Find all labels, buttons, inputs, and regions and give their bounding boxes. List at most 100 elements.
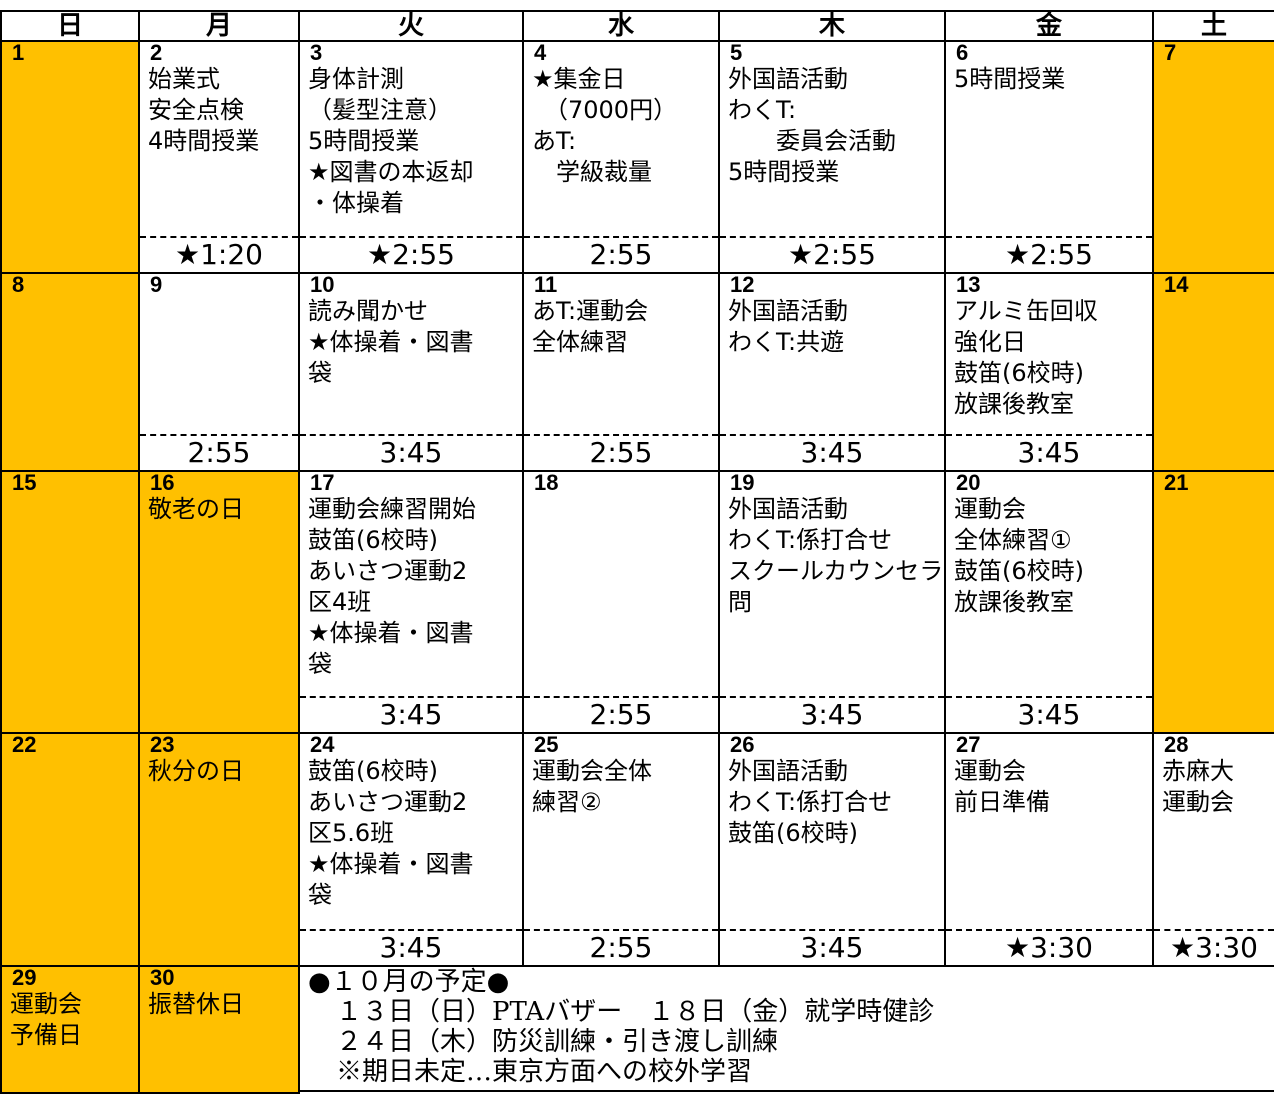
weekday-header: 火	[298, 10, 524, 42]
cell-text: 運動会全体	[532, 757, 652, 785]
cell-text: （7000円）	[532, 96, 678, 124]
day-number: 16	[150, 470, 175, 495]
cell-text: ・体操着	[308, 189, 404, 217]
weekday-header: 金	[944, 10, 1154, 42]
day-cell: 20 運動会 全体練習① 鼓笛(6校時) 放課後教室 3:45	[944, 470, 1154, 734]
cell-text: 5時間授業	[954, 65, 1066, 93]
dismissal-time: ★2:55	[788, 238, 876, 271]
dismissal-time: 3:45	[800, 931, 864, 964]
day-number: 5	[730, 40, 743, 65]
day-number: 3	[310, 40, 323, 65]
day-number: 1	[12, 40, 25, 65]
cell-text: 放課後教室	[954, 588, 1074, 616]
cell-text: 問	[728, 588, 752, 616]
day-number: 7	[1164, 40, 1177, 65]
day-number: 25	[534, 732, 559, 757]
cell-text: 予備日	[10, 1021, 82, 1049]
cell-text: 読み聞かせ	[308, 297, 428, 325]
cell-text: 外国語活動	[728, 495, 848, 523]
day-number: 23	[150, 732, 175, 757]
day-cell: 12 外国語活動 わくT:共遊 3:45	[718, 272, 946, 472]
cell-text: 身体計測	[308, 65, 404, 93]
notes-title: ●１０月の予定●	[308, 967, 510, 997]
day-cell: 22	[0, 732, 140, 967]
cell-text: ★体操着・図書	[308, 328, 474, 356]
day-cell: 23 秋分の日	[138, 732, 300, 967]
dashed-rule	[524, 434, 718, 436]
cell-text: 袋	[308, 881, 332, 909]
dismissal-time: 3:45	[800, 436, 864, 469]
day-number: 22	[12, 732, 37, 757]
cell-text: 鼓笛(6校時)	[954, 557, 1084, 585]
day-cell: 11 あT:運動会 全体練習 2:55	[522, 272, 720, 472]
day-cell: 17 運動会練習開始 鼓笛(6校時) あいさつ運動2 区4班 ★体操着・図書袋 3:45	[298, 470, 524, 734]
dashed-rule	[946, 696, 1152, 698]
day-number: 21	[1164, 470, 1189, 495]
day-cell: 4 ★集金日 （7000円） あT: 学級裁量 2:55	[522, 40, 720, 274]
cell-text: 鼓笛(6校時)	[728, 819, 858, 847]
dismissal-time: ★3:30	[1170, 931, 1258, 964]
day-cell: 29 運動会 予備日	[0, 965, 140, 1094]
dismissal-time: 2:55	[589, 931, 653, 964]
day-cell: 3 身体計測 （髪型注意） 5時間授業 ★図書の本返却 ・体操着 ★2:55	[298, 40, 524, 274]
dashed-rule	[300, 929, 522, 931]
weekday-header: 土	[1152, 10, 1274, 42]
notes-line: ２４日（木）防災訓練・引き渡し訓練	[336, 1027, 779, 1057]
dashed-rule	[140, 236, 298, 238]
dashed-rule	[946, 929, 1152, 931]
cell-text: 運動会練習開始	[308, 495, 476, 523]
dashed-rule	[720, 929, 944, 931]
day-cell: 15	[0, 470, 140, 734]
cell-text: 鼓笛(6校時)	[308, 526, 438, 554]
cell-text: 運動会	[1162, 788, 1234, 816]
day-number: 6	[956, 40, 969, 65]
cell-text: 振替休日	[148, 990, 244, 1018]
cell-text: 鼓笛(6校時)	[308, 757, 438, 785]
cell-text: 5時間授業	[728, 158, 840, 186]
cell-text: わくT:	[728, 96, 797, 124]
dashed-rule	[946, 434, 1152, 436]
dismissal-time: ★2:55	[1005, 238, 1093, 271]
day-number: 19	[730, 470, 755, 495]
cell-text: 鼓笛(6校時)	[954, 359, 1084, 387]
dismissal-time: 3:45	[800, 698, 864, 731]
day-number: 8	[12, 272, 25, 297]
dismissal-time: 3:45	[379, 436, 443, 469]
dismissal-time: 3:45	[1017, 436, 1081, 469]
weekday-header: 月	[138, 10, 300, 42]
cell-text: 区5.6班	[308, 819, 395, 847]
day-cell: 8	[0, 272, 140, 472]
cell-text: 袋	[308, 359, 332, 387]
cell-text: 練習②	[532, 788, 602, 816]
cell-text: 全体練習	[532, 328, 628, 356]
notes-box: ●１０月の予定● １３日（日）PTAバザー １８日（金）就学時健診 ２４日（木）防災…	[298, 965, 1274, 1092]
cell-text: 安全点検	[148, 96, 244, 124]
cell-text: 4時間授業	[148, 127, 260, 155]
dismissal-time: 3:45	[1017, 698, 1081, 731]
cell-text: 運動会	[954, 495, 1026, 523]
dismissal-time: ★2:55	[367, 238, 455, 271]
day-cell: 16 敬老の日	[138, 470, 300, 734]
dashed-rule	[1154, 929, 1274, 931]
day-cell: 7	[1152, 40, 1274, 274]
day-number: 30	[150, 965, 175, 990]
day-number: 12	[730, 272, 755, 297]
cell-text: 始業式	[148, 65, 220, 93]
cell-text: 赤麻大	[1162, 757, 1234, 785]
day-number: 13	[956, 272, 981, 297]
day-cell: 27 運動会 前日準備 ★3:30	[944, 732, 1154, 967]
day-number: 26	[730, 732, 755, 757]
dashed-rule	[300, 236, 522, 238]
day-number: 11	[534, 272, 558, 297]
dismissal-time: 2:55	[589, 436, 653, 469]
day-cell: 13 アルミ缶回収 強化日 鼓笛(6校時) 放課後教室 3:45	[944, 272, 1154, 472]
cell-text: 区4班	[308, 588, 372, 616]
dashed-rule	[524, 696, 718, 698]
day-number: 9	[150, 272, 163, 297]
cell-text: あT:運動会	[532, 297, 649, 325]
dashed-rule	[140, 434, 298, 436]
day-cell: 9 2:55	[138, 272, 300, 472]
day-cell: 25 運動会全体練習② 2:55	[522, 732, 720, 967]
day-number: 27	[956, 732, 981, 757]
day-number: 20	[956, 470, 981, 495]
